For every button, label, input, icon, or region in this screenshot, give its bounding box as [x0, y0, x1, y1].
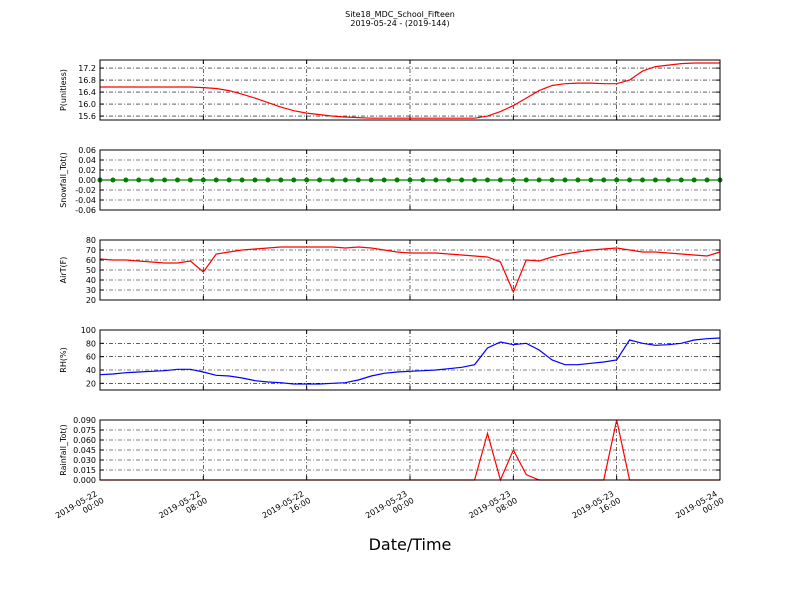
data-point — [213, 177, 219, 183]
data-point — [459, 177, 465, 183]
data-point — [614, 177, 620, 183]
y-tick-label: -0.04 — [75, 196, 96, 205]
y-tick-label: 0.060 — [73, 436, 96, 445]
data-point — [588, 177, 594, 183]
y-tick-label: 70 — [86, 246, 96, 255]
data-point — [187, 177, 193, 183]
data-point — [394, 177, 400, 183]
data-point — [342, 177, 348, 183]
axes-frame — [99, 59, 721, 121]
figure-title: Site18_MDC_School_Fifteen — [345, 10, 455, 19]
data-point — [110, 177, 116, 183]
data-point — [226, 177, 232, 183]
data-point — [291, 177, 297, 183]
y-tick-label: 0.045 — [73, 446, 96, 455]
data-point — [446, 177, 452, 183]
axes-frame — [99, 329, 721, 391]
y-axis-label: P(unitless) — [59, 69, 68, 111]
y-tick-label: 16.4 — [78, 88, 96, 97]
data-line — [100, 62, 720, 119]
data-point — [601, 177, 607, 183]
y-tick-label: 80 — [86, 236, 96, 245]
data-point — [265, 177, 271, 183]
data-point — [420, 177, 426, 183]
data-point — [136, 177, 142, 183]
y-axis-label: Snowfall_Tot() — [59, 152, 68, 208]
data-point — [497, 177, 503, 183]
data-point — [575, 177, 581, 183]
y-tick-label: 0.06 — [78, 146, 96, 155]
data-line — [99, 246, 721, 294]
data-point — [523, 177, 529, 183]
y-tick-label: 16.0 — [78, 100, 96, 109]
data-point — [381, 177, 387, 183]
data-point — [652, 177, 658, 183]
data-point — [278, 177, 284, 183]
y-tick-label: 0.02 — [78, 166, 96, 175]
data-point — [549, 177, 555, 183]
axes-frame — [99, 149, 721, 211]
data-point — [175, 177, 180, 183]
data-point — [200, 177, 206, 183]
y-tick-label: 0.000 — [73, 476, 96, 485]
y-tick-label: 0.015 — [73, 466, 96, 475]
data-point — [162, 177, 168, 183]
data-point — [665, 177, 671, 183]
y-tick-label: 60 — [86, 353, 96, 362]
y-tick-label: 15.6 — [78, 112, 96, 121]
y-tick-label: 20 — [86, 379, 96, 388]
data-point — [485, 177, 490, 183]
y-tick-label: 0.00 — [78, 176, 96, 185]
y-tick-label: 0.075 — [73, 426, 96, 435]
y-axis-label: Rainfall_Tot() — [59, 424, 68, 476]
y-tick-label: 50 — [86, 266, 96, 275]
figure-subtitle: 2019-05-24 - (2019-144) — [350, 19, 449, 28]
data-point — [368, 177, 374, 183]
y-tick-label: 20 — [86, 296, 96, 305]
data-point — [562, 177, 568, 183]
y-tick-label: 0.04 — [78, 156, 96, 165]
y-tick-label: 100 — [81, 326, 96, 335]
data-point — [355, 177, 361, 183]
data-point — [704, 177, 710, 183]
y-tick-label: 40 — [86, 276, 96, 285]
y-tick-label: 60 — [86, 256, 96, 265]
data-point — [304, 177, 310, 183]
y-tick-label: -0.02 — [75, 186, 96, 195]
data-point — [678, 177, 684, 183]
y-tick-label: 0.090 — [73, 416, 96, 425]
axes-frame — [99, 419, 721, 481]
data-point — [433, 177, 439, 183]
data-point — [239, 177, 245, 183]
y-tick-label: 16.8 — [78, 76, 96, 85]
data-point — [149, 177, 155, 183]
data-point — [317, 177, 323, 183]
y-tick-label: 40 — [86, 366, 96, 375]
y-tick-label: 30 — [86, 286, 96, 295]
data-line — [99, 337, 721, 385]
data-point — [640, 177, 645, 183]
data-point — [472, 177, 478, 183]
x-axis-label: Date/Time — [369, 535, 452, 554]
data-point — [252, 177, 258, 183]
data-point — [536, 177, 542, 183]
data-point — [691, 177, 697, 183]
data-point — [627, 177, 633, 183]
y-axis-label: AirT(F) — [59, 257, 68, 284]
data-point — [510, 177, 516, 183]
y-tick-label: 0.030 — [73, 456, 96, 465]
y-tick-label: 80 — [86, 339, 96, 348]
data-point — [123, 177, 129, 183]
data-point — [330, 177, 335, 183]
data-point — [407, 177, 413, 183]
axes-frame — [99, 239, 721, 301]
y-axis-label: RH(%) — [59, 347, 68, 372]
y-tick-label: 17.2 — [78, 64, 96, 73]
y-tick-label: -0.06 — [75, 206, 96, 215]
